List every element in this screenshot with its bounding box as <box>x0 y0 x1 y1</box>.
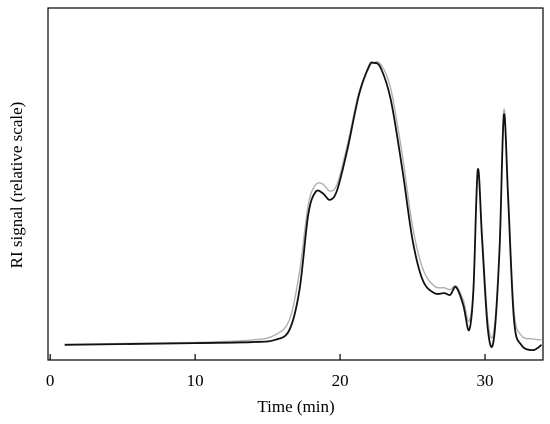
data-line <box>64 61 543 352</box>
x-tick-label: 20 <box>332 371 349 390</box>
x-tick-label: 10 <box>187 371 204 390</box>
x-tick-label: 0 <box>46 371 55 390</box>
x-tick-label: 30 <box>477 371 494 390</box>
x-axis-label: Time (min) <box>257 397 334 416</box>
data-line <box>64 61 542 345</box>
plot-frame <box>47 7 544 361</box>
y-axis-label: RI signal (relative scale) <box>7 102 26 269</box>
